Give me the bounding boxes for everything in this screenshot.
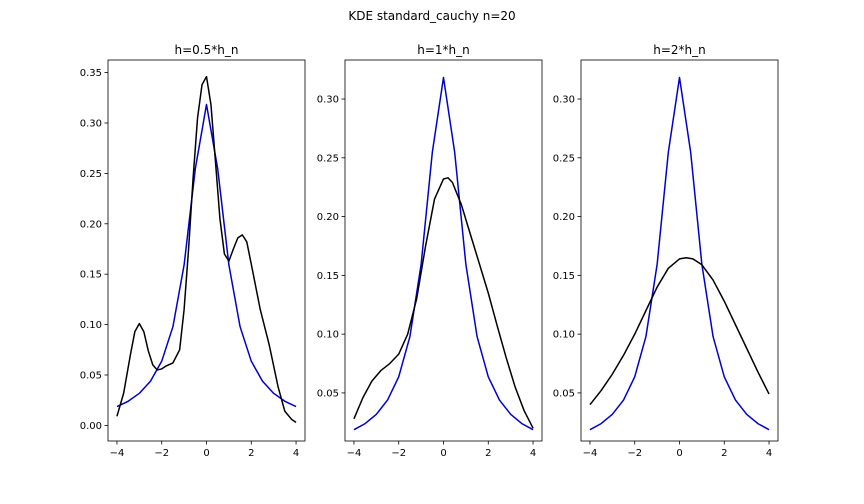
series-line-black bbox=[353, 177, 534, 429]
y-tick-label: 0.25 bbox=[553, 153, 575, 164]
x-tick-label: 2 bbox=[485, 448, 491, 459]
series-line-black bbox=[589, 256, 770, 406]
y-tick-label: 0.35 bbox=[80, 68, 102, 79]
x-tick-label: 2 bbox=[721, 448, 727, 459]
y-tick-label: 0.15 bbox=[553, 271, 575, 282]
y-tick-label: 0.25 bbox=[80, 169, 102, 180]
y-tick-label: 0.30 bbox=[553, 95, 575, 106]
subplot-title: h=2*h_n bbox=[653, 43, 706, 57]
x-tick-label: 0 bbox=[203, 448, 209, 459]
subplot-2: h=1*h_n −4 −2 0 2 4 0.05 0.10 0.15 0.20 0.25 0.30 bbox=[317, 43, 543, 459]
y-tick-label: 0.25 bbox=[317, 153, 339, 164]
y-tick-label: 0.15 bbox=[80, 270, 102, 281]
x-tick-label: 4 bbox=[293, 448, 299, 459]
x-tick-label: 4 bbox=[766, 448, 772, 459]
subplot-title: h=0.5*h_n bbox=[175, 43, 239, 57]
subplot-title: h=1*h_n bbox=[417, 43, 470, 57]
y-tick-label: 0.10 bbox=[553, 330, 575, 341]
y-tick-label: 0.20 bbox=[80, 219, 102, 230]
y-tick-label: 0.10 bbox=[317, 330, 339, 341]
x-tick-label: −4 bbox=[347, 448, 362, 459]
x-tick-label: −2 bbox=[154, 448, 169, 459]
x-tick-label: 4 bbox=[530, 448, 536, 459]
x-tick-label: 2 bbox=[248, 448, 254, 459]
series-line-blue bbox=[589, 76, 770, 431]
x-tick-label: 0 bbox=[676, 448, 682, 459]
x-tick-label: −2 bbox=[391, 448, 406, 459]
subplot-3: h=2*h_n −4 −2 0 2 4 0.05 0.10 0.15 0.20 0.25 0.30 bbox=[553, 43, 779, 459]
panels: h=0.5*h_n −4 −2 0 2 4 0.00 0.05 0.10 0.15 0.20 0.25… bbox=[80, 43, 779, 459]
y-tick-label: 0.30 bbox=[317, 95, 339, 106]
axes-frame bbox=[344, 59, 543, 442]
series-line-blue bbox=[116, 103, 297, 408]
axes-frame bbox=[580, 59, 779, 442]
y-tick-label: 0.00 bbox=[80, 421, 102, 432]
y-tick-label: 0.05 bbox=[317, 388, 339, 399]
y-tick-label: 0.20 bbox=[317, 212, 339, 223]
series-line-black bbox=[116, 75, 297, 423]
x-tick-label: −2 bbox=[627, 448, 642, 459]
subplot-1: h=0.5*h_n −4 −2 0 2 4 0.00 0.05 0.10 0.15 0.20 0.25… bbox=[80, 43, 306, 459]
y-tick-label: 0.15 bbox=[317, 271, 339, 282]
figure-title: KDE standard_cauchy n=20 bbox=[348, 9, 515, 23]
y-tick-label: 0.10 bbox=[80, 320, 102, 331]
y-tick-label: 0.05 bbox=[553, 388, 575, 399]
x-tick-label: −4 bbox=[583, 448, 598, 459]
y-tick-label: 0.20 bbox=[553, 212, 575, 223]
y-tick-label: 0.05 bbox=[80, 370, 102, 381]
x-tick-label: 0 bbox=[440, 448, 446, 459]
x-tick-label: −4 bbox=[110, 448, 125, 459]
axes-frame bbox=[107, 59, 306, 442]
series-line-blue bbox=[353, 76, 534, 431]
y-tick-label: 0.30 bbox=[80, 118, 102, 129]
